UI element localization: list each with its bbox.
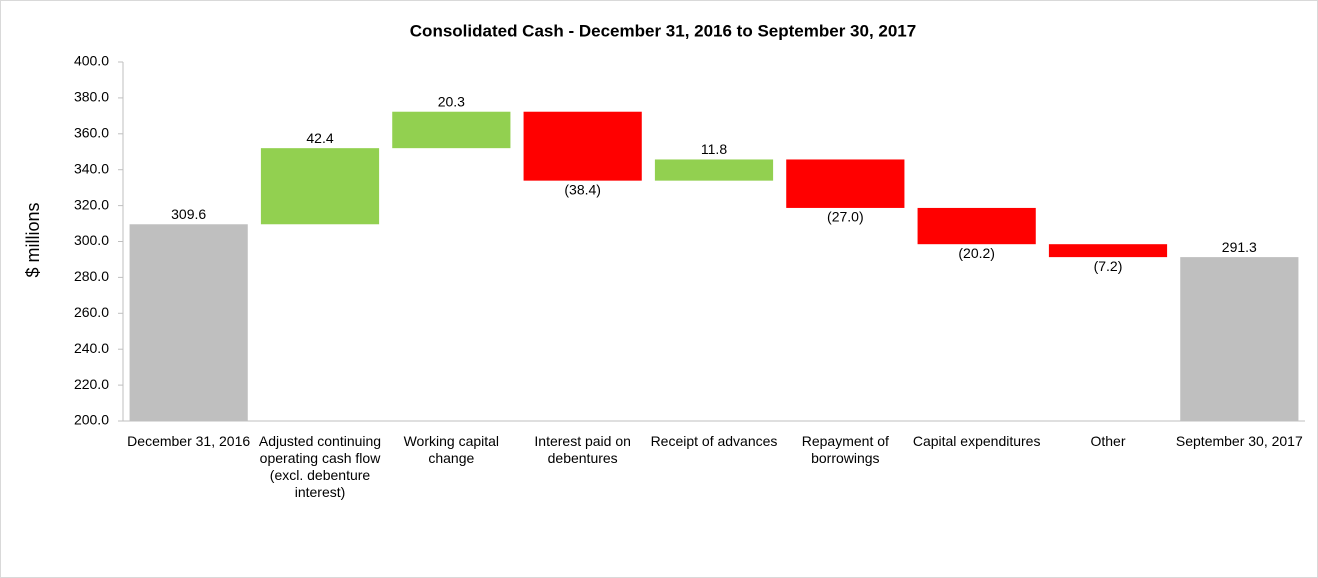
chart-title: Consolidated Cash - December 31, 2016 to… (410, 21, 916, 40)
y-tick-label: 400.0 (74, 53, 109, 69)
bar (523, 111, 642, 181)
y-axis-label: $ millions (23, 202, 43, 277)
bar (917, 207, 1036, 245)
bar (392, 111, 511, 149)
data-label: 42.4 (306, 130, 333, 146)
x-tick-label: Receipt of advances (650, 433, 778, 449)
x-tick-label: Capital expenditures (912, 433, 1041, 449)
bar (786, 159, 905, 208)
x-tick-label: Adjusted continuing operating cash flow … (258, 433, 382, 500)
data-label: (7.2) (1094, 258, 1123, 274)
data-label: 20.3 (438, 93, 465, 109)
y-tick-label: 340.0 (74, 160, 109, 176)
y-tick-label: 220.0 (74, 376, 109, 392)
data-label: (27.0) (827, 209, 864, 225)
x-tick-label: Other (1090, 433, 1126, 449)
data-label: 11.8 (701, 141, 727, 157)
y-tick-label: 320.0 (74, 196, 109, 212)
bar (260, 148, 380, 225)
data-label: (20.2) (958, 245, 995, 261)
data-label: 291.3 (1222, 239, 1257, 255)
bar (1180, 257, 1299, 421)
x-tick-label: Interest paid on debentures (534, 433, 631, 466)
data-label: 309.6 (171, 206, 206, 222)
y-tick-label: 240.0 (74, 340, 109, 356)
y-tick-label: 200.0 (74, 412, 109, 428)
y-tick-label: 360.0 (74, 125, 109, 141)
x-tick-label: Working capital change (403, 433, 500, 466)
bar (654, 159, 774, 181)
y-tick-label: 300.0 (74, 232, 109, 248)
y-tick-label: 260.0 (74, 304, 109, 320)
data-label: (38.4) (564, 181, 601, 197)
x-tick-label: Repayment of borrowings (801, 433, 889, 466)
y-tick-label: 280.0 (74, 268, 109, 284)
bar (1048, 244, 1168, 258)
bar (129, 224, 248, 421)
x-tick-label: December 31, 2016 (127, 433, 251, 449)
y-tick-label: 380.0 (74, 89, 109, 105)
x-tick-label: September 30, 2017 (1175, 433, 1303, 449)
